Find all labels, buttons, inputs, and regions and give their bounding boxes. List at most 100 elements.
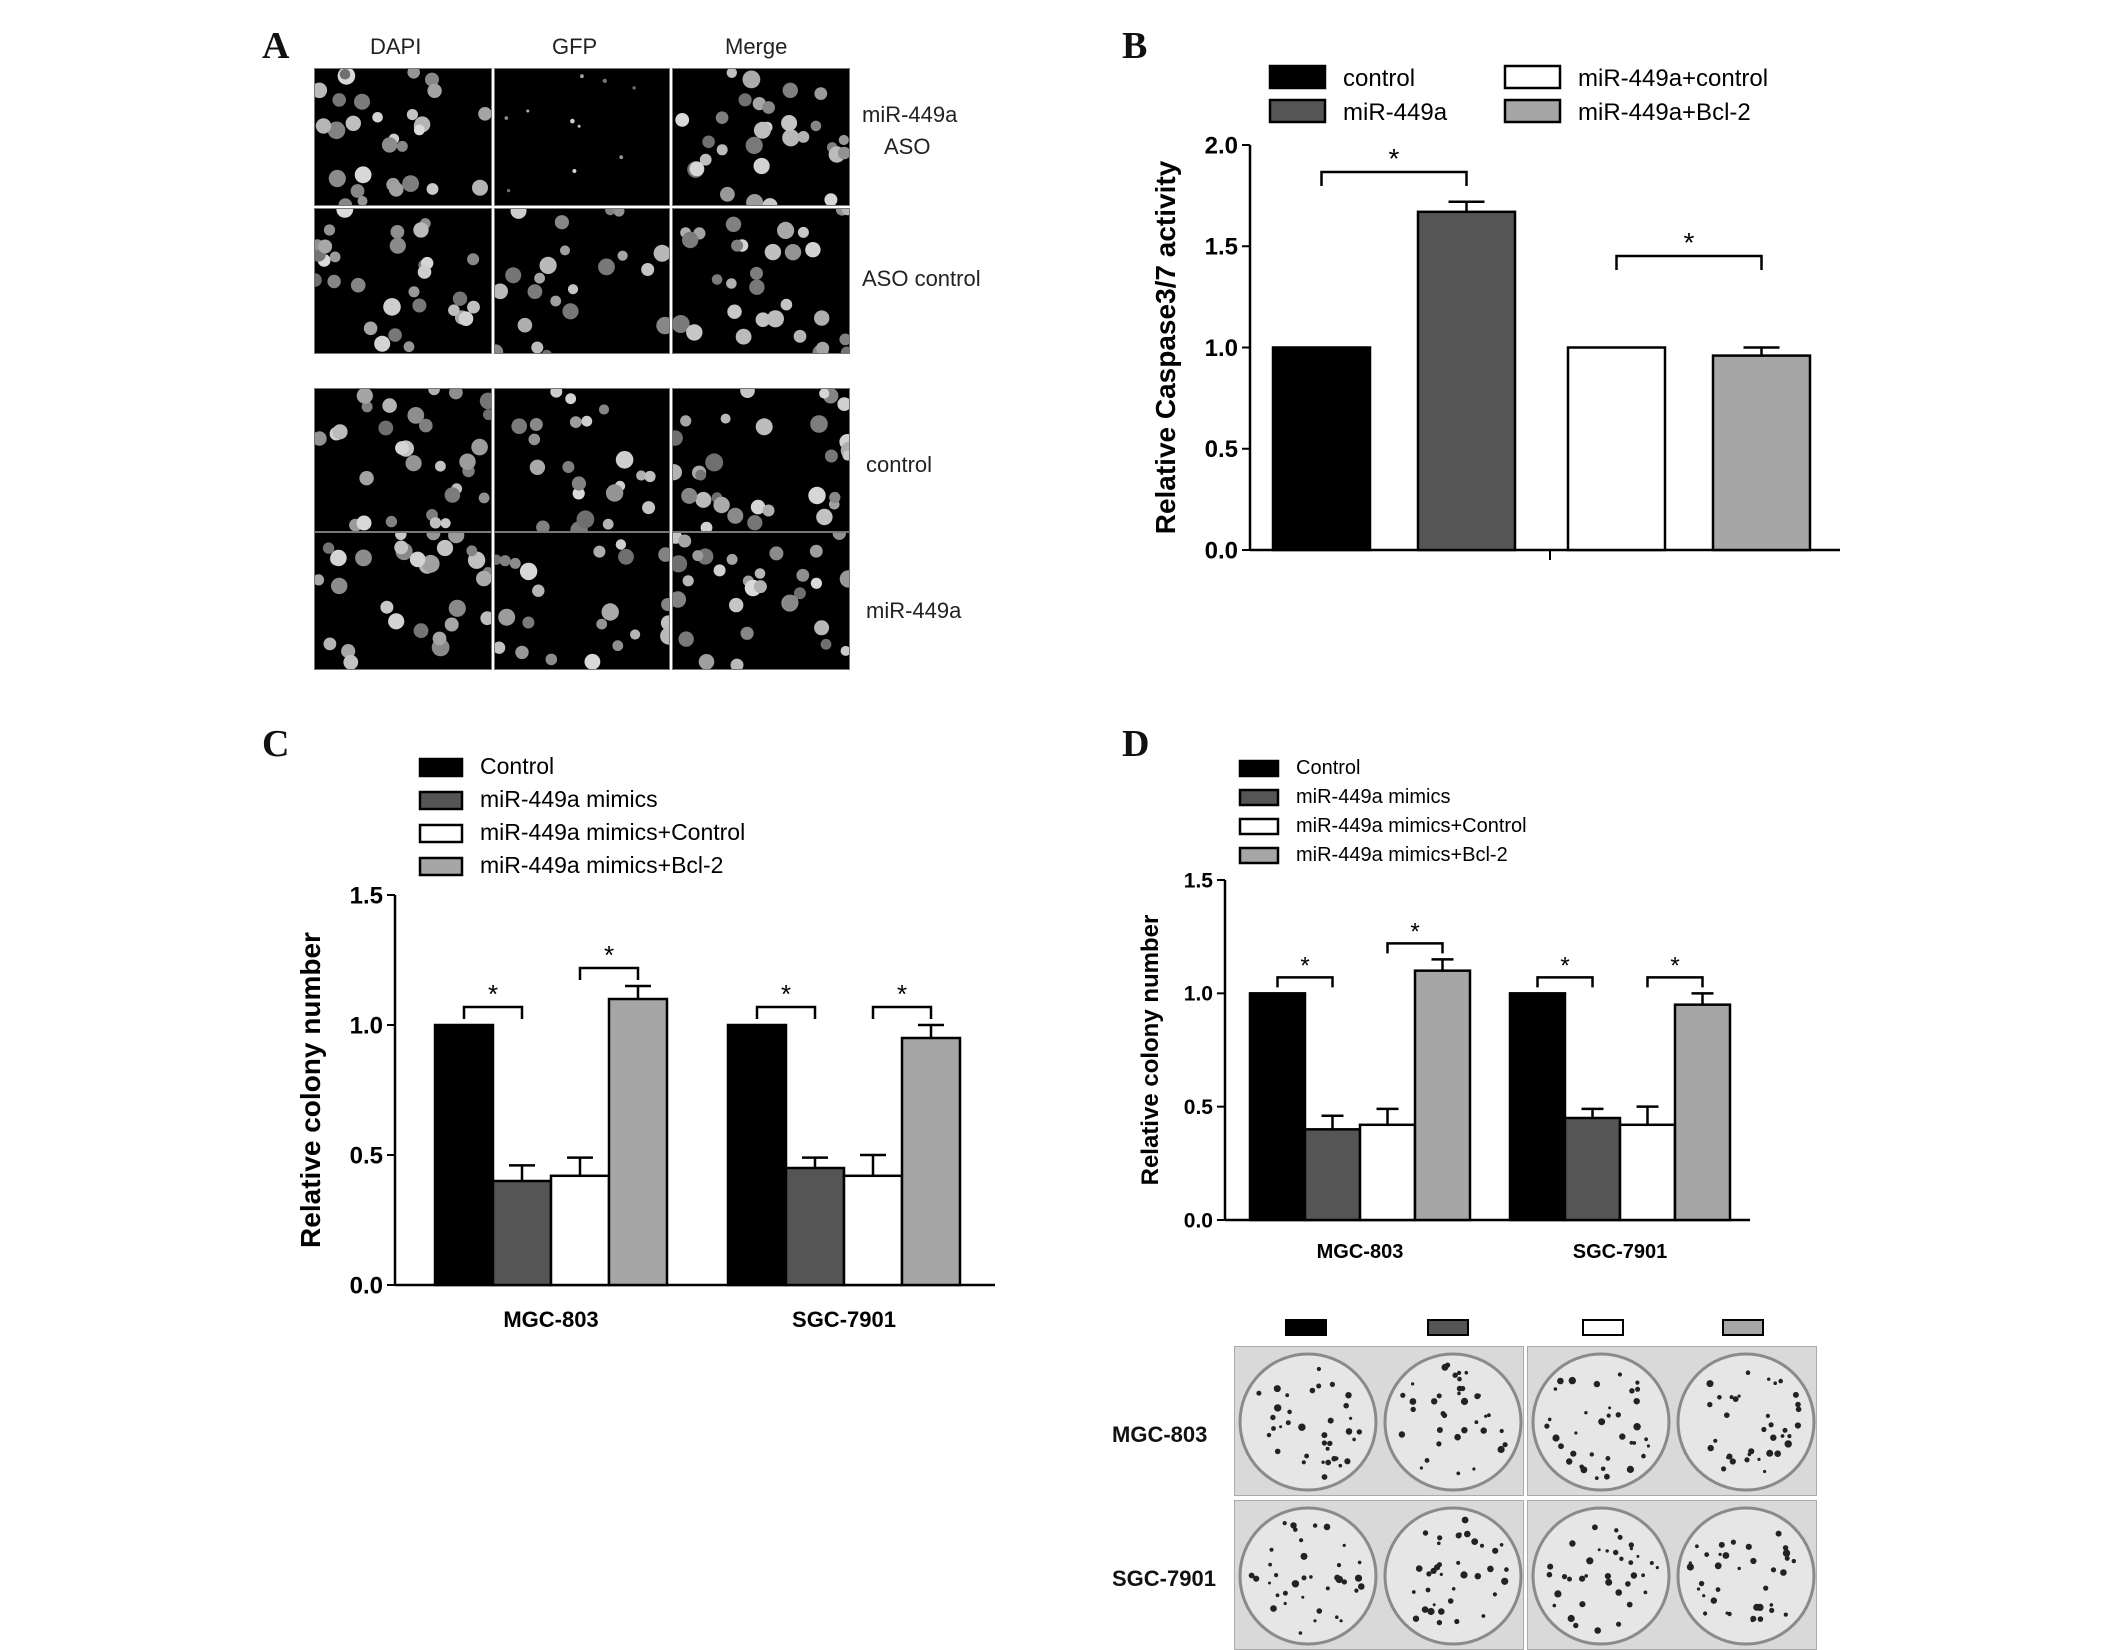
nucleus (560, 245, 570, 256)
colony-dot (1615, 1412, 1621, 1418)
legend-swatch (418, 856, 464, 877)
nucleus (630, 629, 641, 640)
legend-swatch (1238, 759, 1280, 778)
colony-dot (1635, 1386, 1641, 1392)
panel-d-letter: D (1122, 723, 1150, 765)
colony-dot (1339, 1619, 1343, 1623)
row-label-aso-control: ASO control (862, 266, 981, 291)
microscopy-tile (672, 208, 850, 354)
colony-dot (1301, 1460, 1306, 1465)
colony-dot (1775, 1530, 1782, 1537)
colony-dot (1750, 1557, 1757, 1565)
nucleus (536, 520, 550, 531)
colony-dot (1614, 1528, 1619, 1533)
colony-dot (1615, 1589, 1622, 1596)
colony-dot (1336, 1563, 1342, 1568)
colony-dot (1499, 1543, 1504, 1547)
nucleus (581, 415, 593, 427)
colony-dot (1704, 1552, 1710, 1557)
nucleus (777, 221, 795, 239)
colony-dot (1422, 1530, 1429, 1536)
colony-dot (1412, 1615, 1420, 1622)
nucleus (613, 209, 625, 217)
microscopy-image (675, 69, 849, 205)
nucleus (641, 263, 655, 276)
nucleus (577, 124, 581, 128)
microscopy-image (495, 209, 669, 353)
significance-bracket (1386, 942, 1444, 954)
colony-dot (1472, 1467, 1476, 1471)
nucleus (686, 324, 703, 341)
colony-dot (1613, 1549, 1619, 1556)
nucleus (350, 184, 365, 198)
bar (842, 1174, 904, 1287)
nucleus (511, 418, 527, 434)
colony-dot (1275, 1593, 1280, 1598)
nucleus (480, 611, 491, 626)
colony-dot (1445, 1362, 1451, 1368)
colony-dot (1309, 1575, 1313, 1579)
colony-dot (1782, 1545, 1789, 1551)
nucleus (429, 517, 442, 529)
bar (900, 1036, 962, 1287)
legend-label: control (1343, 65, 1415, 92)
colony-dot (1268, 1562, 1272, 1567)
nucleus (644, 470, 656, 483)
nucleus (832, 533, 846, 540)
nucleus (570, 118, 575, 124)
colony-dot (1695, 1544, 1699, 1549)
nucleus (661, 598, 669, 611)
nucleus (784, 244, 802, 261)
panel-c-letter: C (262, 723, 290, 765)
nucleus (572, 487, 585, 500)
colony-dot (1726, 1453, 1733, 1460)
well (1676, 1506, 1816, 1646)
column-label-gfp: GFP (552, 34, 598, 59)
nucleus (522, 616, 535, 629)
well (1531, 1506, 1671, 1646)
nucleus (341, 644, 356, 659)
colony-dot (1282, 1521, 1287, 1526)
nucleus (584, 653, 601, 669)
nucleus (814, 620, 830, 636)
nucleus (354, 166, 372, 184)
bar (433, 1023, 495, 1287)
bar (1673, 1003, 1732, 1222)
colony-dot (1713, 1438, 1718, 1443)
nucleus (745, 136, 763, 154)
colony-dot (1437, 1535, 1443, 1541)
colony-dot (1706, 1380, 1714, 1388)
nucleus (526, 109, 530, 113)
nucleus (355, 549, 372, 567)
colony-dot (1325, 1446, 1330, 1451)
nucleus (519, 562, 538, 581)
colony-dot (1301, 1595, 1305, 1599)
nucleus (731, 239, 744, 252)
microscopy-tile (494, 532, 670, 670)
nucleus (766, 310, 784, 328)
colony-dot (1274, 1573, 1279, 1578)
significance-bracket (1646, 976, 1704, 988)
nucleus (413, 623, 429, 639)
colony-dot (1425, 1587, 1431, 1593)
colony-dot (1268, 1581, 1271, 1585)
nucleus (565, 393, 577, 405)
nucleus (507, 189, 511, 193)
nucleus (713, 496, 730, 514)
microscopy-tile (672, 68, 850, 206)
nucleus (750, 499, 766, 515)
colony-dot (1579, 1575, 1586, 1582)
nucleus (388, 613, 405, 630)
colony-dot (1456, 1471, 1461, 1476)
legend-label: miR-449a mimics (1296, 786, 1450, 808)
nucleus (673, 430, 683, 446)
colony-dot (1345, 1428, 1353, 1435)
bar (1711, 354, 1812, 552)
significance-star: * (1389, 143, 1400, 174)
nucleus (720, 413, 731, 424)
colony-dot (1285, 1420, 1291, 1426)
colony-dot (1356, 1429, 1362, 1435)
nucleus (580, 74, 584, 79)
colony-dot (1461, 1427, 1468, 1434)
bar (726, 1023, 788, 1287)
